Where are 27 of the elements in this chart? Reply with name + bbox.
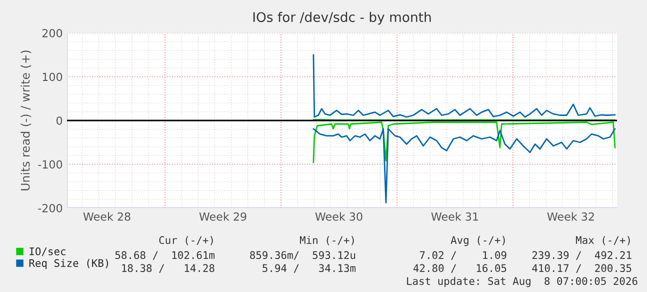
y-axis-title: Units read (-) / write (+) <box>20 50 32 190</box>
x-tick-label: Week 32 <box>547 212 594 221</box>
text: Last update: Sat Aug 8 07:00:05 2026 <box>407 276 638 288</box>
text: 58.68 / 102.61m <box>115 251 215 260</box>
x-tick-label: Week 30 <box>315 212 362 221</box>
x-tick-label: Week 29 <box>199 212 246 221</box>
legend-label: Req Size (KB) <box>29 258 108 270</box>
text: 410.17 / 200.35 <box>532 264 632 273</box>
text: 859.36m/ 593.12u <box>250 251 356 260</box>
x-tick-label: Week 28 <box>83 212 130 221</box>
legend-label: IO/sec <box>30 247 66 256</box>
x-tick-label: Week 31 <box>431 212 478 221</box>
text: Avg (-/+) <box>450 236 505 246</box>
text: Cur (-/+) <box>159 236 213 246</box>
y-tick-label: -200 <box>38 204 62 212</box>
text: 42.80 / 16.05 <box>413 264 506 273</box>
y-tick-label: 200 <box>42 28 62 38</box>
text: 239.39 / 492.21 <box>532 251 632 260</box>
text: Min (-/+) <box>300 236 354 246</box>
text: 18.38 / 14.28 <box>122 264 214 273</box>
y-tick-label: 0 <box>56 116 62 125</box>
y-tick-label: 100 <box>42 72 62 82</box>
text: Max (-/+) <box>576 236 630 246</box>
y-tick-label: -100 <box>38 160 62 169</box>
text: 5.94 / 34.13m <box>262 264 356 273</box>
text: 7.02 / 1.09 <box>420 251 506 260</box>
chart-title: IOs for /dev/sdc - by month <box>253 12 431 25</box>
